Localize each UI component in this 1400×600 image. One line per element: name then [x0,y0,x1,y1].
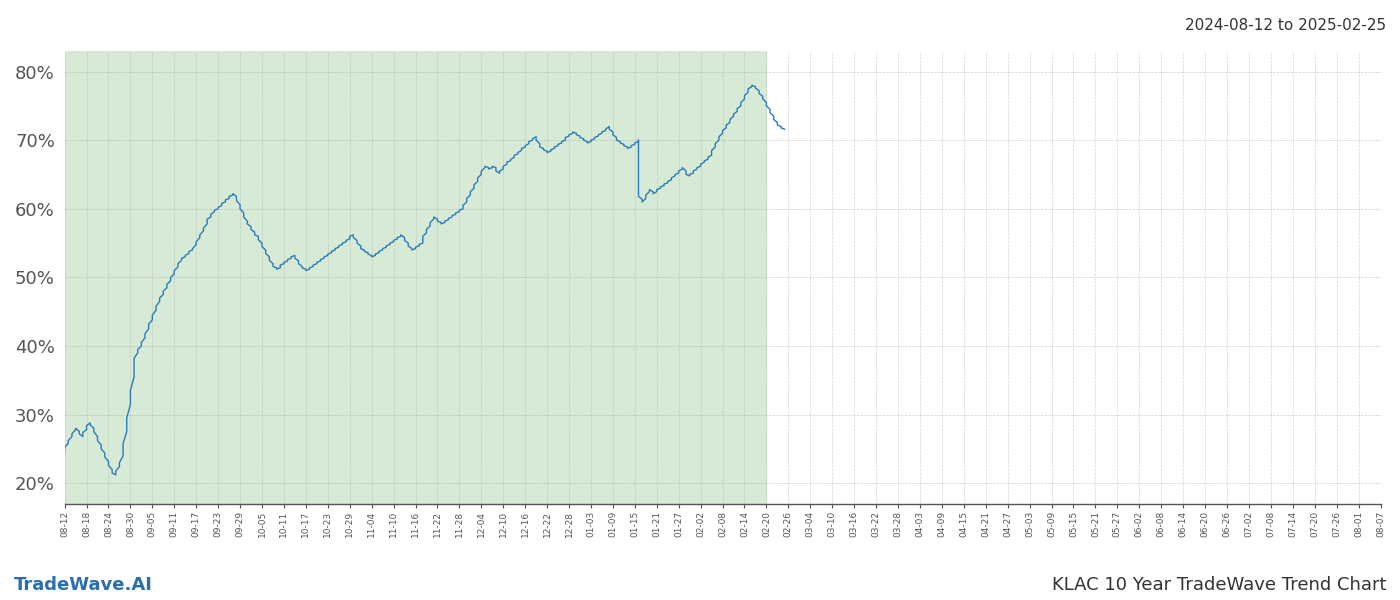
Text: TradeWave.AI: TradeWave.AI [14,576,153,594]
Text: 2024-08-12 to 2025-02-25: 2024-08-12 to 2025-02-25 [1184,18,1386,33]
Bar [64,51,766,504]
Text: KLAC 10 Year TradeWave Trend Chart: KLAC 10 Year TradeWave Trend Chart [1051,576,1386,594]
